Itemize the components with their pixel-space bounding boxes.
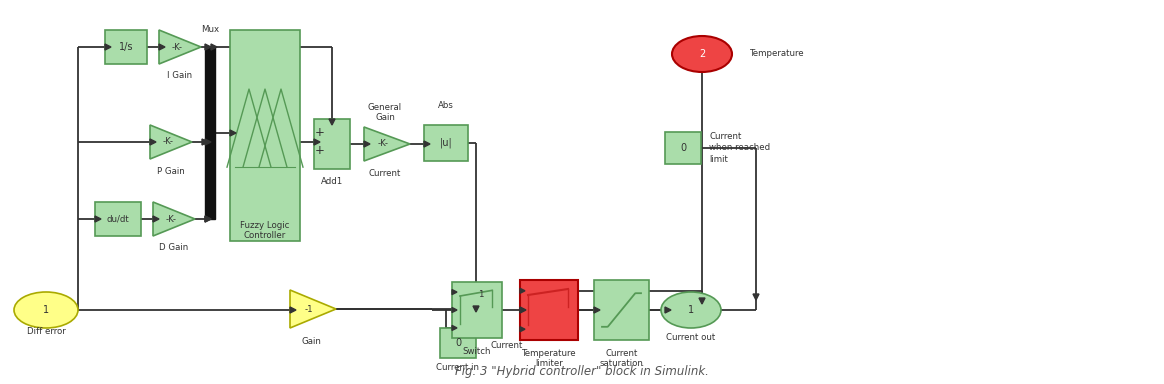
FancyBboxPatch shape bbox=[314, 119, 350, 169]
Polygon shape bbox=[364, 141, 370, 147]
Text: Gain: Gain bbox=[375, 113, 395, 121]
Text: +: + bbox=[315, 144, 325, 157]
Polygon shape bbox=[105, 44, 111, 50]
Polygon shape bbox=[211, 44, 217, 50]
FancyBboxPatch shape bbox=[205, 47, 215, 219]
Polygon shape bbox=[150, 139, 156, 145]
Polygon shape bbox=[452, 290, 457, 295]
Polygon shape bbox=[364, 127, 410, 161]
Ellipse shape bbox=[672, 36, 732, 72]
Text: Fuzzy Logic: Fuzzy Logic bbox=[240, 220, 290, 230]
Text: when reached: when reached bbox=[709, 144, 771, 152]
FancyBboxPatch shape bbox=[424, 125, 468, 161]
Text: D Gain: D Gain bbox=[159, 243, 189, 253]
Text: Switch: Switch bbox=[463, 348, 491, 356]
Polygon shape bbox=[205, 139, 211, 145]
Polygon shape bbox=[152, 202, 196, 236]
FancyBboxPatch shape bbox=[440, 328, 476, 358]
Polygon shape bbox=[159, 44, 165, 50]
Polygon shape bbox=[452, 308, 457, 313]
Text: limit: limit bbox=[709, 155, 728, 164]
Text: Current: Current bbox=[491, 341, 523, 351]
Text: Temperature: Temperature bbox=[750, 50, 804, 58]
Text: 1: 1 bbox=[43, 305, 49, 315]
Text: 0: 0 bbox=[455, 338, 461, 348]
FancyBboxPatch shape bbox=[452, 282, 502, 338]
Ellipse shape bbox=[14, 292, 78, 328]
Text: I Gain: I Gain bbox=[168, 71, 192, 81]
Text: -1: -1 bbox=[305, 305, 313, 313]
Polygon shape bbox=[152, 216, 159, 222]
Polygon shape bbox=[290, 290, 336, 328]
Text: Current: Current bbox=[605, 349, 638, 359]
Polygon shape bbox=[205, 216, 211, 222]
Polygon shape bbox=[159, 30, 201, 64]
Text: Temperature: Temperature bbox=[521, 349, 576, 359]
Text: -K-: -K- bbox=[171, 43, 182, 51]
Text: limiter: limiter bbox=[535, 359, 563, 369]
Text: saturation: saturation bbox=[599, 359, 644, 369]
Polygon shape bbox=[329, 119, 335, 125]
FancyBboxPatch shape bbox=[230, 30, 300, 241]
Text: 0: 0 bbox=[680, 143, 686, 153]
FancyBboxPatch shape bbox=[95, 202, 141, 236]
Polygon shape bbox=[203, 139, 208, 145]
Polygon shape bbox=[95, 216, 101, 222]
Polygon shape bbox=[452, 325, 457, 330]
Text: du/dt: du/dt bbox=[107, 215, 129, 223]
Text: +: + bbox=[315, 126, 325, 139]
Text: -K-: -K- bbox=[378, 139, 389, 149]
Polygon shape bbox=[473, 306, 480, 312]
Polygon shape bbox=[314, 139, 320, 145]
Text: Mux: Mux bbox=[201, 25, 219, 33]
Polygon shape bbox=[150, 125, 192, 159]
FancyBboxPatch shape bbox=[520, 280, 579, 340]
Text: -K-: -K- bbox=[165, 215, 176, 223]
Text: 1/s: 1/s bbox=[119, 42, 133, 52]
Text: -K-: -K- bbox=[162, 137, 173, 147]
Text: P Gain: P Gain bbox=[157, 167, 185, 175]
Text: Diff error: Diff error bbox=[27, 328, 65, 336]
Polygon shape bbox=[230, 130, 236, 136]
Polygon shape bbox=[594, 307, 599, 313]
Text: General: General bbox=[368, 103, 402, 111]
Text: Abs: Abs bbox=[438, 101, 454, 109]
Text: Current: Current bbox=[369, 169, 402, 177]
Polygon shape bbox=[205, 44, 211, 50]
Polygon shape bbox=[665, 307, 670, 313]
Ellipse shape bbox=[661, 292, 721, 328]
Text: 1: 1 bbox=[688, 305, 694, 315]
Text: Add1: Add1 bbox=[321, 177, 343, 185]
Text: Gain: Gain bbox=[301, 338, 321, 346]
FancyBboxPatch shape bbox=[665, 132, 701, 164]
Polygon shape bbox=[205, 216, 211, 222]
Polygon shape bbox=[520, 288, 525, 293]
Text: Controller: Controller bbox=[244, 230, 286, 240]
Text: Current out: Current out bbox=[666, 333, 716, 343]
FancyBboxPatch shape bbox=[105, 30, 147, 64]
Text: |u|: |u| bbox=[440, 138, 453, 148]
Text: Current: Current bbox=[709, 132, 741, 141]
Text: 2: 2 bbox=[698, 49, 705, 59]
Polygon shape bbox=[520, 327, 525, 332]
FancyBboxPatch shape bbox=[594, 280, 650, 340]
Polygon shape bbox=[520, 308, 525, 313]
Polygon shape bbox=[290, 307, 296, 313]
Polygon shape bbox=[753, 294, 759, 300]
Polygon shape bbox=[424, 141, 430, 147]
Text: Current in: Current in bbox=[436, 364, 480, 372]
Polygon shape bbox=[700, 298, 705, 304]
Text: 1: 1 bbox=[478, 290, 484, 299]
Text: Fig. 3 "Hybrid controller" block in Simulink.: Fig. 3 "Hybrid controller" block in Simu… bbox=[455, 366, 709, 379]
Polygon shape bbox=[520, 307, 526, 313]
